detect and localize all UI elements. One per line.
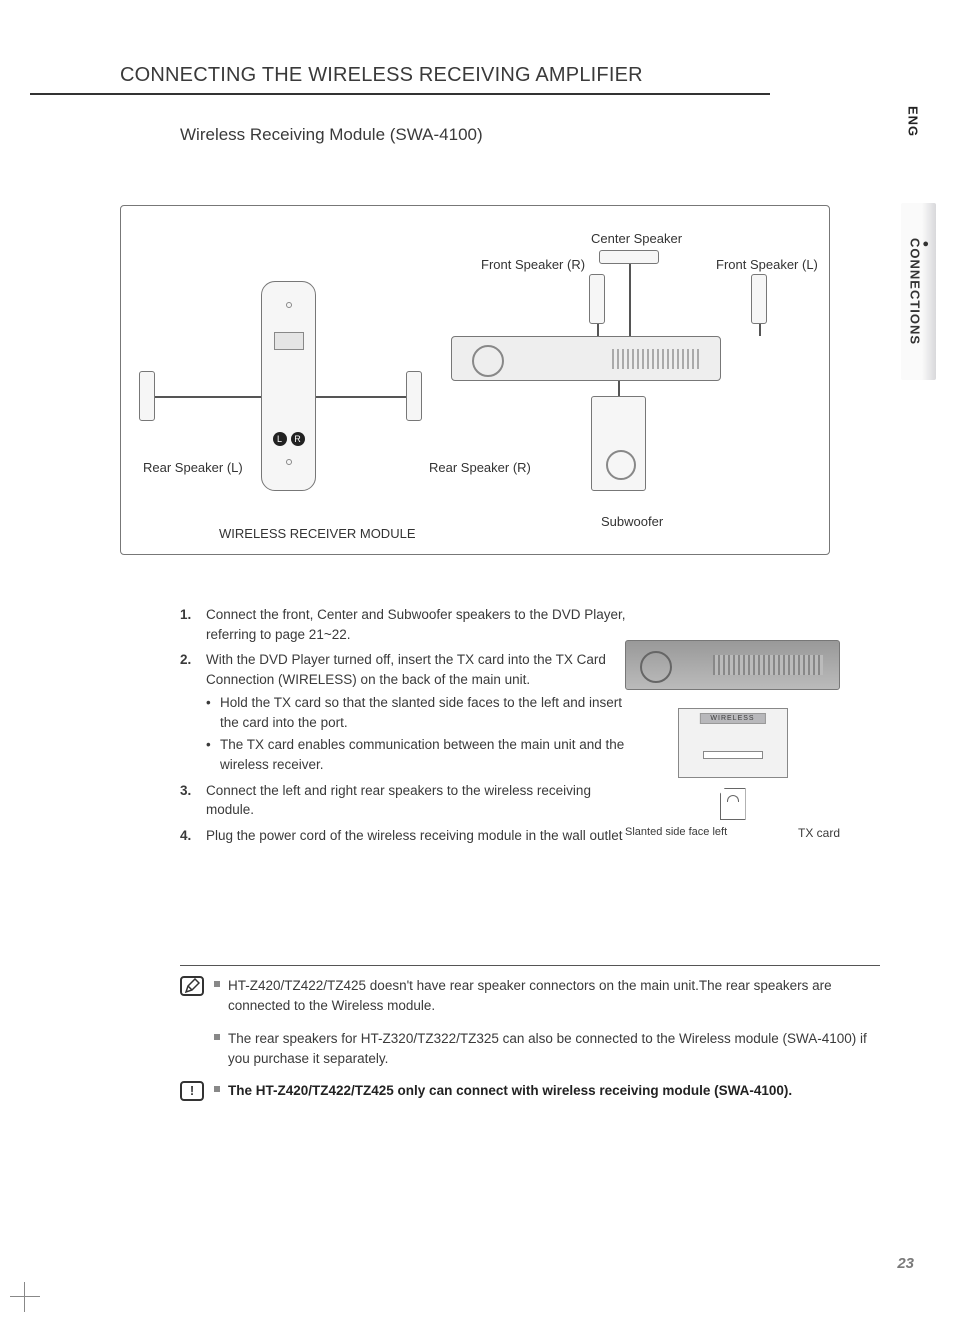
section-title: CONNECTING THE WIRELESS RECEIVING AMPLIF… [30, 60, 770, 95]
crop-mark [10, 1282, 40, 1312]
step-1-num: 1. [180, 605, 191, 625]
note-row-1: HT-Z420/TZ422/TZ425 doesn't have rear sp… [180, 976, 880, 1017]
front-speaker-r-shape [589, 274, 605, 324]
step-3-text: Connect the left and right rear speakers… [206, 783, 591, 818]
step-2: 2. With the DVD Player turned off, inser… [180, 650, 640, 774]
wire-front-r [597, 324, 599, 336]
wire-rear-l [155, 396, 261, 398]
tx-labels-row: Slanted side face left TX card [625, 826, 840, 840]
step-2a: Hold the TX card so that the slanted sid… [206, 693, 640, 732]
wrm-l-label: L [273, 432, 287, 446]
tx-slot [703, 751, 763, 759]
front-speaker-l-shape [751, 274, 767, 324]
note-2: The rear speakers for HT-Z320/TZ322/TZ32… [228, 1031, 867, 1066]
wrm-top-dot [286, 302, 292, 308]
step-3: 3. Connect the left and right rear speak… [180, 781, 640, 820]
label-front-l: Front Speaker (L) [716, 257, 818, 272]
tx-slanted-label: Slanted side face left [625, 826, 727, 840]
note-row-3: ! The HT-Z420/TZ422/TZ425 only can conne… [180, 1081, 880, 1101]
label-subwoofer: Subwoofer [601, 514, 663, 529]
section-bullet: ● [922, 238, 930, 250]
subtitle: Wireless Receiving Module (SWA-4100) [180, 125, 900, 145]
note-2-text: The rear speakers for HT-Z320/TZ322/TZ32… [214, 1029, 880, 1070]
note-1: HT-Z420/TZ422/TZ425 doesn't have rear sp… [228, 978, 832, 1013]
wrm-r-label: R [291, 432, 305, 446]
note-icon [180, 976, 204, 996]
center-speaker-shape [599, 250, 659, 264]
connection-diagram: Center Speaker Front Speaker (R) Front S… [120, 205, 830, 555]
lang-tab: ENG [901, 100, 924, 143]
step-4-num: 4. [180, 826, 191, 846]
tx-rear-panel [625, 640, 840, 690]
step-4: 4. Plug the power cord of the wireless r… [180, 826, 640, 846]
rear-speaker-l-shape [139, 371, 155, 421]
note-row-2: The rear speakers for HT-Z320/TZ322/TZ32… [180, 1029, 880, 1070]
notes-rule [180, 965, 880, 966]
bullet-square-icon [214, 981, 220, 987]
tx-wireless-port: WIRELESS [678, 708, 788, 778]
label-front-r: Front Speaker (R) [481, 257, 585, 272]
wire-rear-r [316, 396, 406, 398]
note-1-text: HT-Z420/TZ422/TZ425 doesn't have rear sp… [214, 976, 880, 1017]
tx-card-shape [720, 788, 746, 820]
wrm-reset-block [274, 332, 304, 350]
label-wrm: WIRELESS RECEIVER MODULE [219, 526, 416, 541]
wire-center [629, 264, 631, 336]
tx-card-label: TX card [798, 826, 840, 840]
wrm-bottom-dot [286, 459, 292, 465]
step-2b-text: The TX card enables communication betwee… [220, 737, 624, 772]
dvd-player-shape [451, 336, 721, 381]
step-4-text: Plug the power cord of the wireless rece… [206, 828, 622, 843]
notes-block: HT-Z420/TZ422/TZ425 doesn't have rear sp… [180, 976, 880, 1101]
side-tabs: ENG ● CONNECTIONS [901, 100, 936, 440]
step-2a-text: Hold the TX card so that the slanted sid… [220, 695, 622, 730]
step-1: 1. Connect the front, Center and Subwoof… [180, 605, 640, 644]
instruction-list: 1. Connect the front, Center and Subwoof… [180, 605, 640, 845]
bullet-square-icon [214, 1086, 220, 1092]
wireless-receiver-module-shape: L R [261, 281, 316, 491]
rear-speaker-r-shape [406, 371, 422, 421]
step-2b: The TX card enables communication betwee… [206, 735, 640, 774]
label-center-speaker: Center Speaker [591, 231, 682, 246]
section-tab-label: CONNECTIONS [907, 238, 922, 345]
step-1-text: Connect the front, Center and Subwoofer … [206, 607, 625, 642]
label-rear-r: Rear Speaker (R) [429, 460, 531, 475]
caution-icon: ! [180, 1081, 204, 1101]
wrm-lr-labels: L R [269, 432, 309, 454]
tx-wireless-label: WIRELESS [699, 713, 765, 724]
bullet-square-icon [214, 1034, 220, 1040]
note-3: The HT-Z420/TZ422/TZ425 only can connect… [228, 1083, 792, 1098]
note-3-text: The HT-Z420/TZ422/TZ425 only can connect… [214, 1081, 880, 1101]
page-content: CONNECTING THE WIRELESS RECEIVING AMPLIF… [30, 60, 900, 1113]
step-2-num: 2. [180, 650, 191, 670]
section-tab: ● CONNECTIONS [901, 203, 936, 380]
step-3-num: 3. [180, 781, 191, 801]
step-2-text: With the DVD Player turned off, insert t… [206, 652, 606, 687]
tx-card-figure: WIRELESS Slanted side face left TX card [625, 640, 840, 840]
subwoofer-shape [591, 396, 646, 491]
wire-sub [618, 381, 620, 396]
label-rear-l: Rear Speaker (L) [143, 460, 243, 475]
page-number: 23 [897, 1255, 914, 1272]
wire-front-l [759, 324, 761, 336]
